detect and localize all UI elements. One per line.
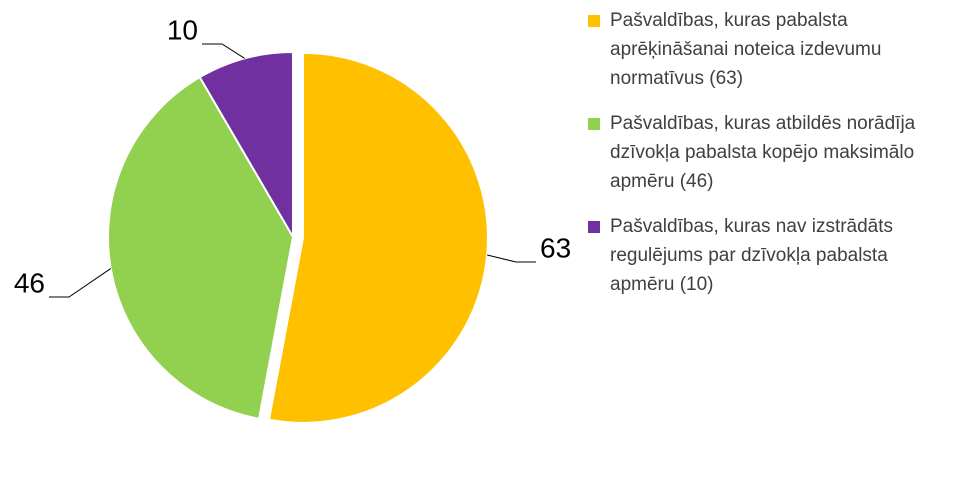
legend-label: Pašvaldības, kuras pabalsta aprēķināšana… bbox=[610, 10, 882, 89]
pie-slice bbox=[107, 75, 295, 421]
pie-slice bbox=[267, 51, 489, 424]
pie-slice bbox=[198, 50, 294, 241]
legend-swatch bbox=[588, 221, 600, 233]
data-label: 10 bbox=[167, 14, 198, 45]
legend-item: Pašvaldības, kuras pabalsta aprēķināšana… bbox=[588, 6, 955, 93]
chart: 63 46 10 bbox=[14, 14, 571, 424]
legend-item: Pašvaldības, kuras atbildēs norādīja dzī… bbox=[588, 109, 955, 196]
legend-swatch bbox=[588, 15, 600, 27]
data-label: 63 bbox=[540, 232, 571, 263]
legend: Pašvaldības, kuras pabalsta aprēķināšana… bbox=[588, 6, 955, 315]
data-label: 46 bbox=[14, 267, 45, 298]
legend-swatch bbox=[588, 118, 600, 130]
leader-line bbox=[487, 254, 536, 263]
legend-label: Pašvaldības, kuras atbildēs norādīja dzī… bbox=[610, 113, 916, 192]
leader-line bbox=[49, 268, 111, 298]
leader-line bbox=[202, 43, 245, 59]
legend-item: Pašvaldības, kuras nav izstrādāts regulē… bbox=[588, 212, 955, 299]
legend-label: Pašvaldības, kuras nav izstrādāts regulē… bbox=[610, 216, 894, 295]
